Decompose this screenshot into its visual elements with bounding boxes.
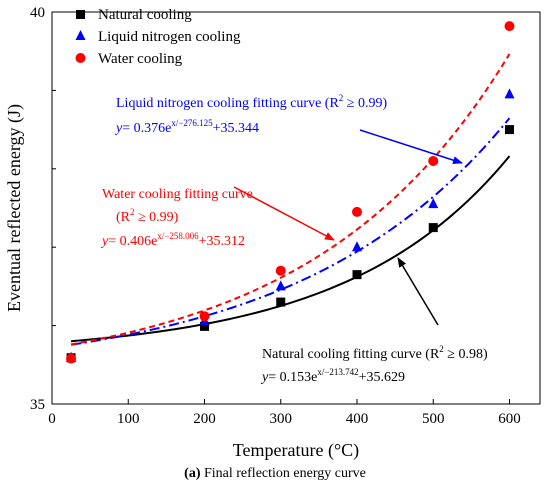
ln-fit-eq-const: +35.344 <box>213 121 259 136</box>
legend-marker-liquid-nitrogen <box>75 30 86 40</box>
point-1-5 <box>504 88 515 99</box>
fit-curve-1 <box>70 117 511 346</box>
water-fit-label: Water cooling fitting curve <box>102 187 253 202</box>
caption-text: Final reflection energy curve <box>200 466 366 481</box>
svg-text:y= 0.153ex/−213.742+35.629: y= 0.153ex/−213.742+35.629 <box>260 367 405 385</box>
x-tick-label-200: 200 <box>193 411 216 427</box>
ln-fit-label: Liquid nitrogen cooling fitting curve (R <box>116 96 339 111</box>
x-tick-label-400: 400 <box>346 411 369 427</box>
svg-text:y= 0.376ex/−276.125+35.344: y= 0.376ex/−276.125+35.344 <box>114 118 259 136</box>
legend-label-natural: Natural cooling <box>98 7 192 23</box>
y-tick-label-35: 35 <box>30 397 45 413</box>
legend: Natural cooling Liquid nitrogen cooling … <box>75 7 241 67</box>
point-0-4 <box>428 223 438 233</box>
point-2-2 <box>275 265 286 276</box>
water-fit-eq-y: y <box>100 234 109 249</box>
water-fit-r2-sup: 2 <box>130 207 135 217</box>
x-tick-label-0: 0 <box>48 411 56 427</box>
annotation-water: Water cooling fitting curve (R2 ≥ 0.99) … <box>100 187 253 249</box>
nat-fit-eq-coef: = 0.153e <box>268 370 317 385</box>
point-0-5 <box>505 125 514 135</box>
ln-fit-eq-coef: = 0.376e <box>122 121 171 136</box>
ln-fit-r2-cond: ≥ 0.99) <box>343 96 387 111</box>
point-0-2 <box>276 297 286 307</box>
y-tick-label-40: 40 <box>30 5 45 21</box>
point-2-0 <box>66 353 77 364</box>
nat-fit-label: Natural cooling fitting curve (R <box>262 347 440 362</box>
y-axis-title: Eventual reflected energy (J) <box>4 104 25 312</box>
annotation-natural: Natural cooling fitting curve (R2 ≥ 0.98… <box>260 344 488 385</box>
svg-text:Natural cooling fitting curve: Natural cooling fitting curve (R2 ≥ 0.98… <box>262 344 488 362</box>
data-points <box>66 21 515 364</box>
plot-frame <box>51 11 541 405</box>
point-1-4 <box>428 198 439 209</box>
water-fit-arrow <box>233 186 335 241</box>
point-2-1 <box>199 311 210 322</box>
svg-text:(R2 ≥ 0.99): (R2 ≥ 0.99) <box>116 207 179 225</box>
nat-fit-r2-sup: 2 <box>439 344 444 354</box>
ln-fit-r2-sup: 2 <box>339 93 344 103</box>
x-tick-label-500: 500 <box>422 411 445 427</box>
point-2-3 <box>352 206 362 217</box>
legend-marker-water <box>75 53 86 63</box>
point-1-2 <box>275 280 286 291</box>
caption-label: (a) <box>184 466 201 481</box>
axis-ticks: 0 100 200 300 400 500 600 35 40 <box>30 5 521 427</box>
x-tick-label-600: 600 <box>498 411 521 427</box>
point-0-3 <box>352 270 362 280</box>
point-2-4 <box>428 155 439 166</box>
nat-fit-eq-y: y <box>260 370 269 385</box>
x-tick-label-300: 300 <box>270 411 293 427</box>
legend-marker-natural <box>76 10 85 19</box>
point-2-5 <box>504 21 515 32</box>
nat-fit-arrow <box>397 257 439 326</box>
water-fit-r2-open: (R <box>116 210 131 225</box>
x-tick-label-100: 100 <box>117 411 140 427</box>
annotation-liquid-nitrogen: Liquid nitrogen cooling fitting curve (R… <box>114 93 387 136</box>
svg-text:y= 0.406ex/−258.006+35.312: y= 0.406ex/−258.006+35.312 <box>100 231 245 249</box>
ln-fit-eq-y: y <box>114 121 123 136</box>
water-fit-eq-const: +35.312 <box>199 234 245 249</box>
ln-fit-eq-exp: x/−276.125 <box>171 118 213 128</box>
water-fit-eq-exp: x/−258.006 <box>157 231 199 241</box>
nat-fit-eq-exp: x/−213.742 <box>317 367 358 377</box>
point-0-1 <box>200 321 209 331</box>
ln-fit-arrow <box>359 129 463 165</box>
chart: 0 100 200 300 400 500 600 35 40 Temperature (°C)… <box>4 5 541 461</box>
figure-caption: (a) Final reflection energy curve <box>0 466 550 482</box>
legend-label-water: Water cooling <box>98 51 183 67</box>
nat-fit-eq-const: +35.629 <box>359 370 405 385</box>
x-axis-title: Temperature (°C) <box>233 440 359 461</box>
water-fit-eq-coef: = 0.406e <box>108 234 157 249</box>
nat-fit-r2-cond: ≥ 0.98) <box>444 347 488 362</box>
water-fit-r2-cond: ≥ 0.99) <box>135 210 179 225</box>
legend-label-liquid-nitrogen: Liquid nitrogen cooling <box>98 29 241 45</box>
svg-text:Liquid nitrogen cooling fittin: Liquid nitrogen cooling fitting curve (R… <box>116 93 387 111</box>
point-1-3 <box>352 241 362 252</box>
